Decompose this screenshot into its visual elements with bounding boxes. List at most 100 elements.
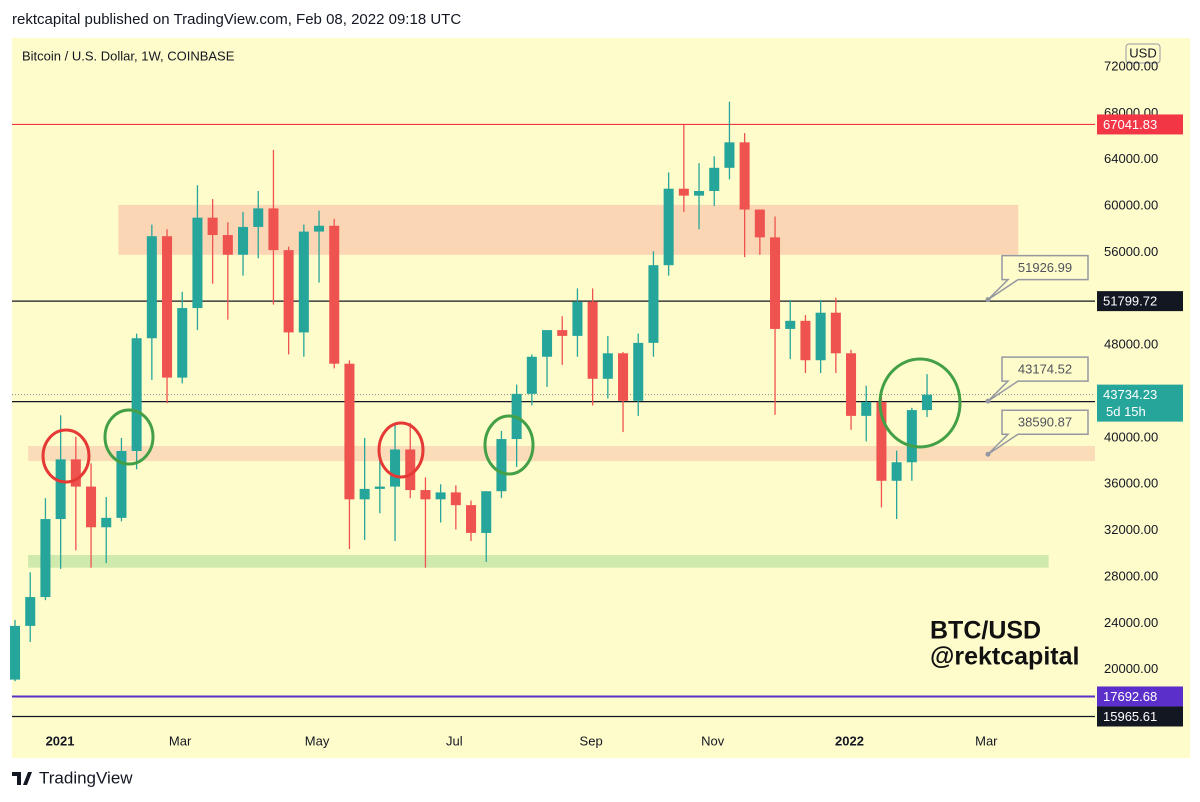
candle-body bbox=[557, 330, 568, 336]
candle-body bbox=[222, 235, 233, 255]
circle-green bbox=[103, 408, 155, 466]
x-tick-label: Sep bbox=[580, 733, 603, 748]
candle-body bbox=[572, 301, 583, 336]
circle-red bbox=[41, 428, 91, 484]
y-tick-label: 64000.00 bbox=[1104, 151, 1158, 166]
candle-body bbox=[678, 188, 689, 196]
candle-body bbox=[101, 517, 112, 528]
y-tick-label: 32000.00 bbox=[1104, 522, 1158, 537]
candle-body bbox=[207, 217, 218, 236]
callout-anchor bbox=[985, 297, 991, 303]
brand-logo: TradingView bbox=[12, 768, 133, 787]
y-tick-label: 48000.00 bbox=[1104, 337, 1158, 352]
y-tick-label: 28000.00 bbox=[1104, 568, 1158, 583]
header: rektcapital published on TradingView.com… bbox=[12, 11, 461, 28]
countdown: 5d 15h bbox=[1106, 404, 1146, 419]
y-tick-label: 56000.00 bbox=[1104, 244, 1158, 259]
level-label-box bbox=[1097, 706, 1183, 727]
candle-body bbox=[253, 208, 264, 227]
candle-body bbox=[420, 490, 431, 500]
candle-body bbox=[861, 401, 872, 416]
candle-body bbox=[526, 356, 537, 394]
callout-box bbox=[987, 409, 1089, 455]
candle-body bbox=[663, 188, 674, 266]
candle-body bbox=[800, 320, 811, 361]
level-label-box bbox=[1097, 686, 1183, 707]
level-label: 15965.61 bbox=[1103, 709, 1157, 724]
zone bbox=[28, 446, 1095, 462]
y-tick-label: 40000.00 bbox=[1104, 429, 1158, 444]
last-price-label: 43734.23 bbox=[1103, 387, 1157, 402]
level-label-box bbox=[1097, 114, 1183, 135]
candle-body bbox=[694, 191, 705, 196]
callout-label: 51926.99 bbox=[1018, 260, 1072, 275]
candle-body bbox=[374, 486, 385, 489]
y-tick-label: 24000.00 bbox=[1104, 615, 1158, 630]
x-tick-label: Mar bbox=[975, 733, 998, 748]
currency[interactable]: USD bbox=[1129, 45, 1156, 60]
candle-body bbox=[359, 488, 370, 500]
y-tick-label: 36000.00 bbox=[1104, 476, 1158, 491]
y-tick-label: 60000.00 bbox=[1104, 198, 1158, 213]
candle-body bbox=[709, 167, 720, 192]
level-label-box bbox=[1097, 291, 1183, 312]
candle-body bbox=[602, 353, 613, 379]
candle-body bbox=[906, 410, 917, 463]
candle-body bbox=[754, 209, 765, 238]
x-tick-label: 2021 bbox=[46, 733, 75, 748]
candle-body bbox=[496, 439, 507, 492]
candle-body bbox=[298, 231, 309, 333]
currency-box[interactable] bbox=[1125, 43, 1161, 64]
candle-body bbox=[177, 308, 188, 378]
candle-body bbox=[648, 265, 659, 343]
candle-body bbox=[830, 312, 841, 354]
level-label: 67041.83 bbox=[1103, 117, 1157, 132]
plot: 20000.00 24000.00 28000.00 32000.00 36000.00… bbox=[10, 58, 1183, 748]
candle-body bbox=[116, 450, 127, 518]
annotation: BTC/USD bbox=[930, 617, 1041, 645]
candle-body bbox=[891, 462, 902, 481]
candle-body bbox=[724, 142, 735, 168]
candle-body bbox=[314, 225, 325, 232]
circle-red bbox=[377, 421, 425, 479]
candle-body bbox=[770, 237, 781, 329]
candle-body bbox=[618, 353, 629, 401]
candle-body bbox=[633, 342, 644, 401]
callout-anchor bbox=[985, 451, 991, 457]
brand: TradingView bbox=[39, 768, 133, 787]
logo-mark bbox=[12, 772, 32, 785]
candle-body bbox=[283, 250, 294, 333]
last-price-box bbox=[1097, 384, 1183, 422]
x-tick-label: Jul bbox=[446, 733, 463, 748]
zone bbox=[118, 204, 1019, 255]
candle-body bbox=[815, 312, 826, 361]
callout-box bbox=[987, 254, 1089, 301]
candle-body bbox=[405, 449, 416, 491]
symbol-title: Bitcoin / U.S. Dollar, 1W, COINBASE bbox=[22, 48, 235, 63]
candle-body bbox=[162, 236, 173, 378]
candle-body bbox=[10, 625, 21, 680]
candle-body bbox=[238, 226, 249, 255]
candle-body bbox=[542, 330, 553, 357]
candle-body bbox=[435, 492, 446, 500]
x-tick-label: May bbox=[305, 733, 330, 748]
candle-body bbox=[587, 301, 598, 379]
candle-body bbox=[344, 363, 355, 500]
candle-body bbox=[146, 236, 157, 339]
candle-body bbox=[25, 597, 36, 626]
candle-body bbox=[785, 320, 796, 329]
candle-body bbox=[329, 225, 340, 364]
candle-body bbox=[450, 492, 461, 506]
callout-label: 43174.52 bbox=[1018, 362, 1072, 377]
candle-body bbox=[466, 505, 477, 533]
annotation: @rektcapital bbox=[930, 643, 1079, 671]
x-tick-label: Mar bbox=[169, 733, 192, 748]
callout-label: 38590.87 bbox=[1018, 415, 1072, 430]
candle-body bbox=[192, 217, 203, 309]
candle-body bbox=[390, 449, 401, 487]
candle-body bbox=[86, 486, 97, 528]
x-tick-label: Nov bbox=[701, 733, 725, 748]
y-tick-label: 72000.00 bbox=[1104, 58, 1158, 73]
candle-body bbox=[481, 491, 492, 533]
